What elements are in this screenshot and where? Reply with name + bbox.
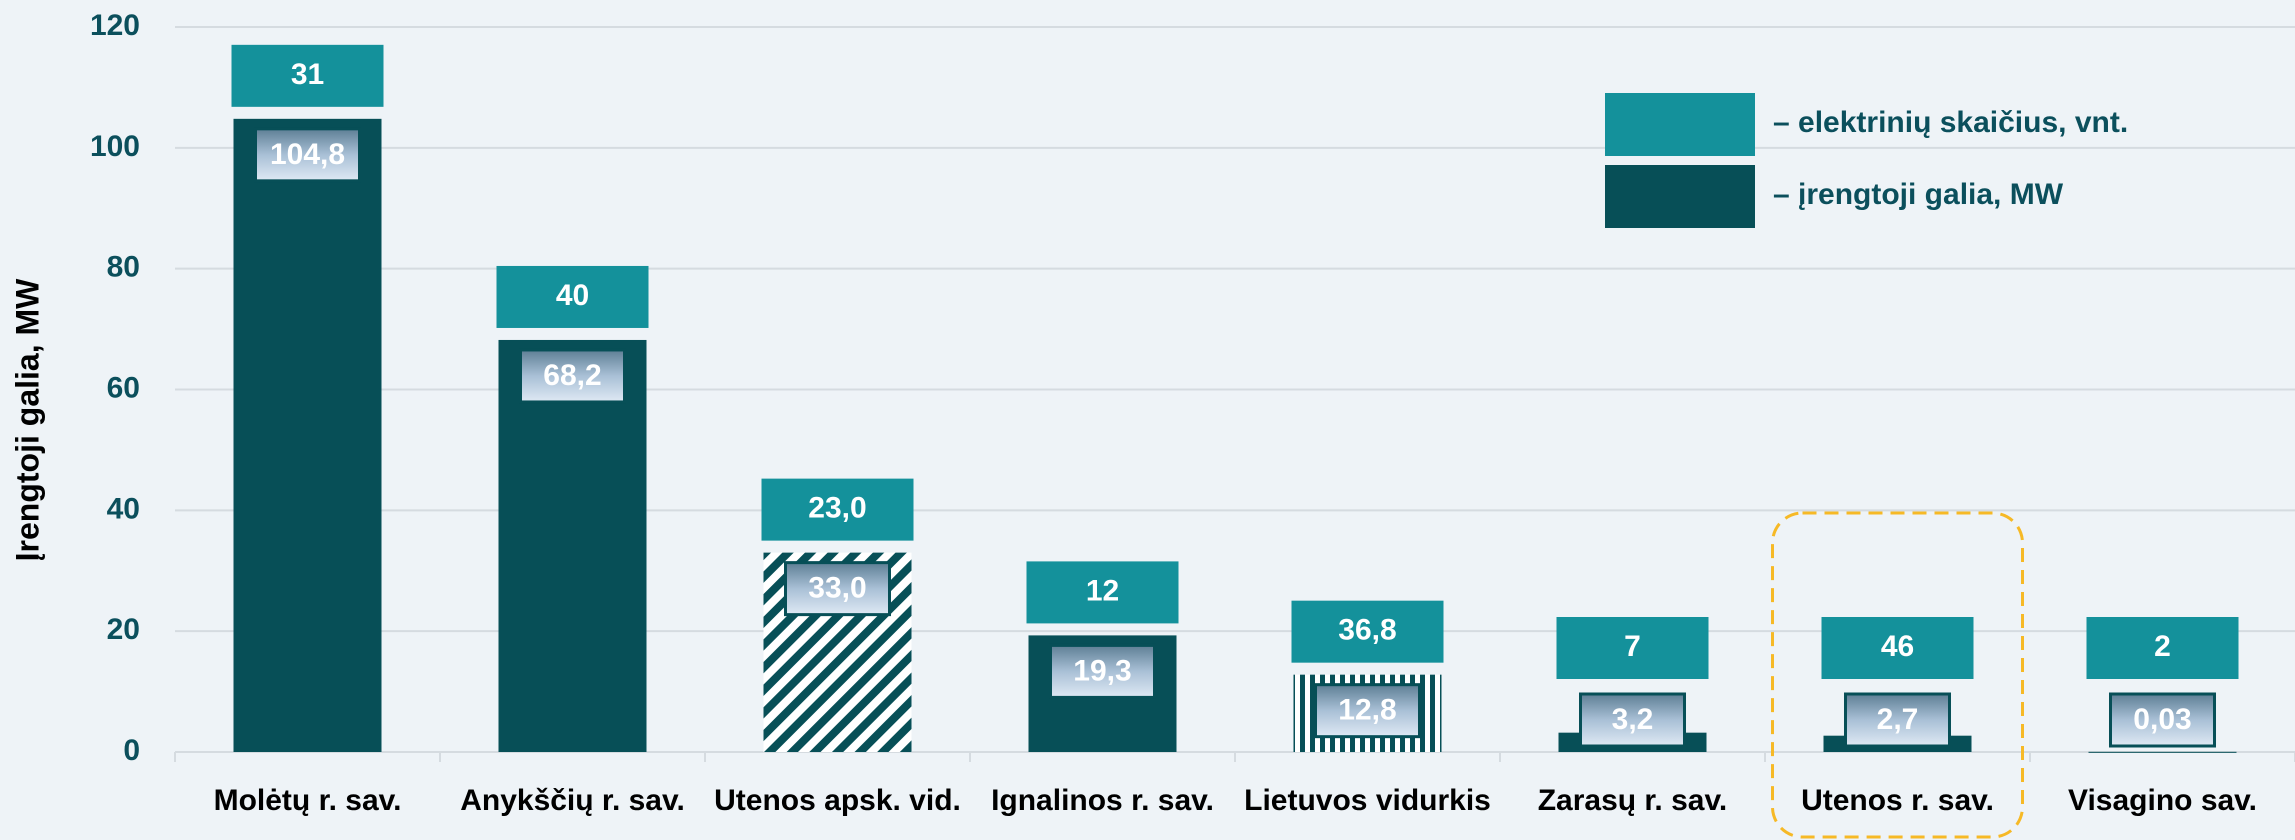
value-label-box [2109,692,2216,748]
x-tick-label: Ignalinos r. sav. [991,784,1214,817]
y-tick-label: 120 [90,9,140,42]
x-tick-label: Utenos apsk. vid. [714,784,961,817]
count-label: 23,0 [808,492,866,525]
y-tick-label: 0 [123,734,140,767]
y-tick-label: 60 [107,371,140,404]
y-tick-label: 40 [107,492,140,525]
y-tick-label: 20 [107,613,140,646]
value-label: 33,0 [808,572,866,605]
value-label: 68,2 [543,359,601,392]
count-box [496,265,649,328]
count-box [761,478,914,541]
legend-swatch [1605,93,1755,156]
value-label-box [1314,683,1421,739]
value-label-box [1049,643,1156,699]
count-label: 36,8 [1338,614,1396,647]
count-label: 46 [1881,630,1914,663]
bar [233,118,382,753]
count-box [1556,617,1709,679]
x-tick-label: Zarasų r. sav. [1538,784,1728,817]
count-label: 31 [291,58,324,91]
count-box [1026,561,1179,624]
y-tick-label: 100 [90,130,140,163]
legend-swatch [1605,165,1755,228]
highlight-box [1771,511,2024,839]
x-tick-label: Lietuvos vidurkis [1244,784,1491,817]
x-tick-label: Molėtų r. sav. [214,784,402,817]
value-label-box [519,348,626,404]
count-box [231,44,384,107]
legend-label: – įrengtoji galia, MW [1773,178,2064,211]
count-box [2086,617,2239,679]
count-box [1291,600,1444,663]
count-label: 7 [1624,630,1641,663]
value-label-box [254,127,361,183]
value-label: 104,8 [270,138,345,171]
bar [2088,751,2237,753]
value-label: 19,3 [1073,654,1131,687]
x-tick-label: Anykščių r. sav. [460,784,685,817]
value-label: 2,7 [1877,703,1919,736]
value-label-box [1579,692,1686,748]
value-label-box [784,561,891,617]
legend-label: – elektrinių skaičius, vnt. [1773,106,2128,139]
value-label-box [1844,692,1951,748]
count-label: 12 [1086,574,1119,607]
count-label: 2 [2154,630,2171,663]
count-box [1821,617,1974,679]
bar [498,339,647,752]
value-label: 0,03 [2133,703,2191,736]
count-label: 40 [556,279,589,312]
x-tick-label: Visagino sav. [2068,784,2257,817]
value-label: 12,8 [1338,694,1396,727]
x-tick-label: Utenos r. sav. [1801,784,1994,817]
value-label: 3,2 [1612,703,1654,736]
y-axis-label: Įrengtoji galia, MW [9,278,45,561]
y-tick-label: 80 [107,251,140,284]
